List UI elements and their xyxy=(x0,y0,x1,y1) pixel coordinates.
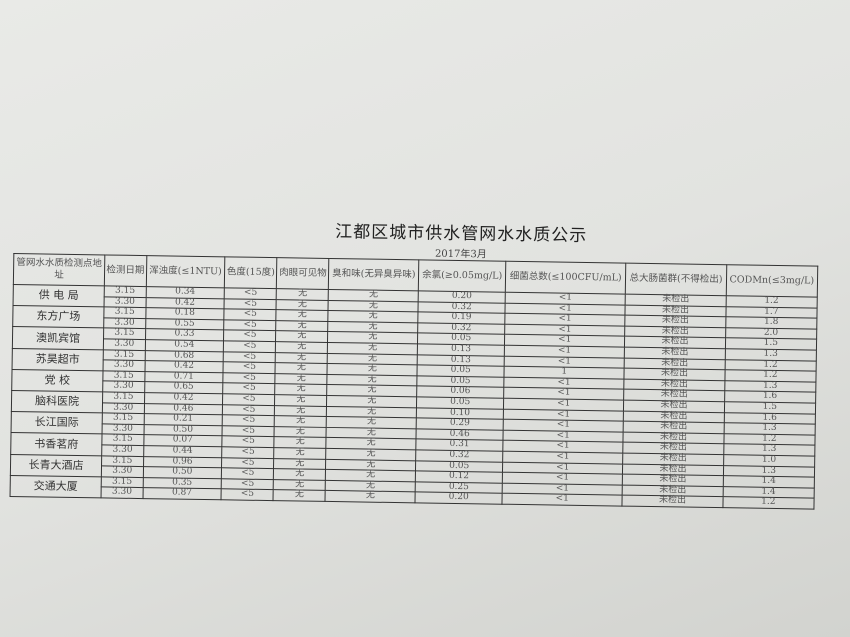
test-date: 3.30 xyxy=(103,339,146,351)
site-name: 长江国际 xyxy=(11,411,103,435)
column-header: 余氯(≥0.05mg/L) xyxy=(418,259,506,293)
site-name: 书香茗府 xyxy=(10,432,103,456)
column-header: 总大肠菌群(不得检出) xyxy=(625,263,727,296)
visible-matter-value: 无 xyxy=(274,394,327,406)
codmn-value: 1.2 xyxy=(722,496,815,509)
visible-matter-value: 无 xyxy=(276,310,329,322)
bacteria-value: <1 xyxy=(501,493,623,506)
test-date: 3.30 xyxy=(101,466,144,478)
turbidity-value: 0.87 xyxy=(142,488,222,500)
visible-matter-value: 无 xyxy=(275,341,328,354)
color-value: <5 xyxy=(222,394,276,406)
site-name: 长青大酒店 xyxy=(10,453,102,477)
test-date: 3.15 xyxy=(104,286,146,298)
column-header: 检测日期 xyxy=(104,254,147,287)
visible-matter-value: 无 xyxy=(274,447,327,459)
document-sheet: 江都区城市供水管网水水质公示 2017年3月 管网水水质检测点地址 检测日期 浑浊度… xyxy=(10,212,829,510)
site-name: 苏昊超市 xyxy=(12,348,104,371)
visible-matter-value: 无 xyxy=(275,363,328,375)
column-header: CODMn(≤3mg/L) xyxy=(725,264,818,298)
site-name: 供 电 局 xyxy=(13,284,105,308)
test-date: 3.30 xyxy=(103,360,145,372)
test-date: 3.15 xyxy=(102,392,145,404)
column-header: 管网水水质检测点地址 xyxy=(13,253,105,286)
site-name: 党 校 xyxy=(11,369,104,392)
color-value: <5 xyxy=(221,468,274,480)
water-quality-table: 管网水水质检测点地址 检测日期 浑浊度(≤1NTU) 色度(15度) 肉眼可见物 臭和味(… xyxy=(10,253,819,509)
site-name: 东方广场 xyxy=(12,305,105,329)
column-header: 浑浊度(≤1NTU) xyxy=(145,255,225,288)
column-header: 细菌总数(≤100CFU/mL) xyxy=(505,261,627,295)
visible-matter-value: 无 xyxy=(276,288,329,301)
color-value: <5 xyxy=(221,489,274,501)
test-date: 3.15 xyxy=(103,307,146,319)
coliform-value: 未检出 xyxy=(622,495,723,508)
visible-matter-value: 无 xyxy=(273,469,326,481)
chlorine-value: 0.20 xyxy=(415,492,503,505)
color-value: <5 xyxy=(222,415,275,427)
color-value: <5 xyxy=(223,309,277,321)
site-name: 脑科医院 xyxy=(11,390,103,414)
column-header: 臭和味(无异臭异味) xyxy=(328,258,420,291)
color-value: <5 xyxy=(223,362,276,374)
site-name: 交通大厦 xyxy=(10,475,102,498)
column-header: 肉眼可见物 xyxy=(276,257,330,290)
column-header: 色度(15度) xyxy=(224,256,278,289)
color-value: <5 xyxy=(221,447,275,459)
visible-matter-value: 无 xyxy=(273,490,326,502)
odor-value: 无 xyxy=(325,490,416,503)
test-date: 3.30 xyxy=(101,444,144,457)
visible-matter-value: 无 xyxy=(274,416,327,428)
test-date: 3.15 xyxy=(102,413,144,425)
test-date: 3.30 xyxy=(101,487,143,499)
site-name: 澳凯宾馆 xyxy=(12,326,104,350)
color-value: <5 xyxy=(223,341,276,353)
color-value: <5 xyxy=(224,288,277,300)
